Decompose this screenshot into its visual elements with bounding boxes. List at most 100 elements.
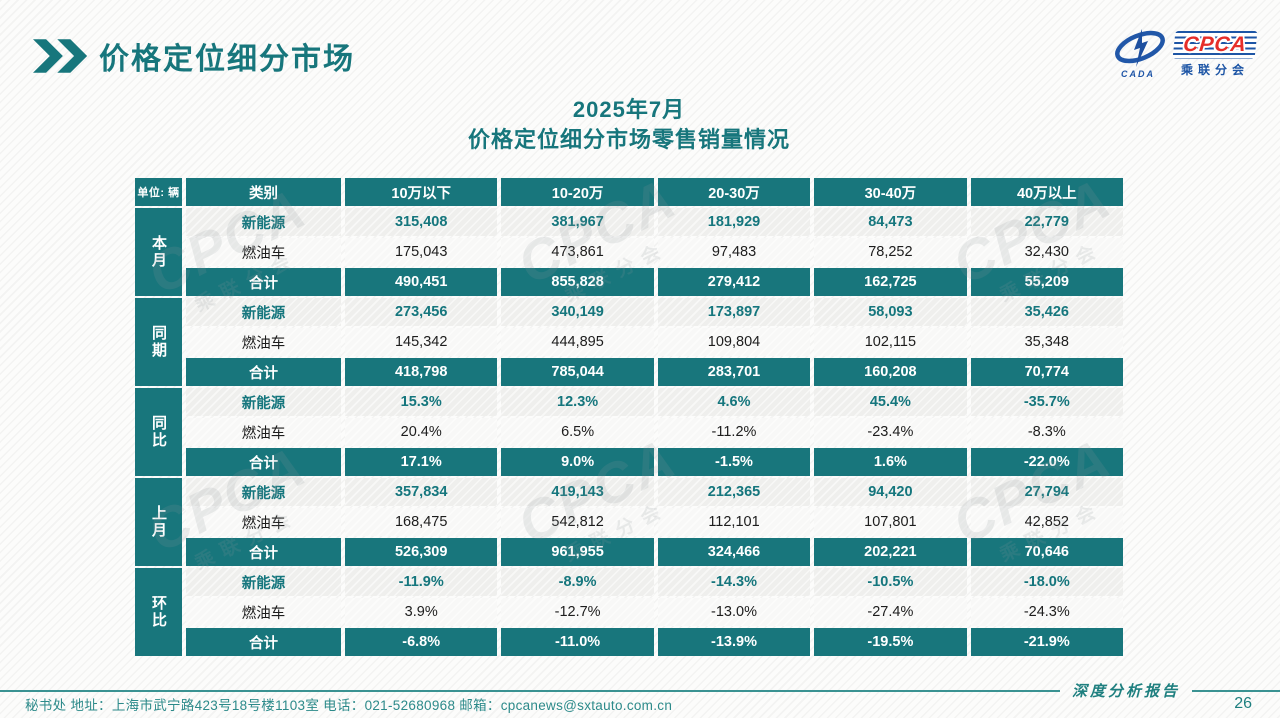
cell-g4-total-c0: -6.8% xyxy=(345,628,498,656)
cell-g3-nev-c0: 357,834 xyxy=(345,478,498,506)
cell-g4-nev-c0: -11.9% xyxy=(345,568,498,596)
table-title-line1: 2025年7月 xyxy=(572,97,686,122)
cell-g1-total-c4: 70,774 xyxy=(970,358,1123,386)
cell-g0-nev-c3: 84,473 xyxy=(814,208,967,236)
cell-g1-nev-c0: 273,456 xyxy=(345,298,498,326)
cell-g3-fuel-c0: 168,475 xyxy=(345,508,498,536)
cell-g0-nev-c4: 22,779 xyxy=(970,208,1123,236)
row-label-fuel-2: 燃油车 xyxy=(186,418,341,446)
cell-g3-fuel-c1: 542,812 xyxy=(501,508,654,536)
cell-g0-fuel-c0: 175,043 xyxy=(345,238,498,266)
cell-g4-total-c2: -13.9% xyxy=(657,628,811,656)
row-label-total-2: 合计 xyxy=(186,448,341,476)
report-type-label: 深度分析报告 xyxy=(1071,682,1180,700)
cell-g0-fuel-c2: 97,483 xyxy=(657,238,811,266)
row-label-fuel-1: 燃油车 xyxy=(186,328,341,356)
cell-g2-total-c2: -1.5% xyxy=(657,448,811,476)
cell-g4-total-c3: -19.5% xyxy=(814,628,967,656)
cell-g4-fuel-c1: -12.7% xyxy=(501,598,654,626)
row-group-label-4: 环比 xyxy=(135,568,182,656)
row-group-label-0: 本月 xyxy=(135,208,182,296)
row-label-fuel-3: 燃油车 xyxy=(186,508,341,536)
page-number: 26 xyxy=(1234,695,1252,712)
row-label-nev-4: 新能源 xyxy=(186,568,341,596)
cell-g4-total-c1: -11.0% xyxy=(501,628,654,656)
cell-g1-nev-c1: 340,149 xyxy=(501,298,654,326)
cell-g3-nev-c3: 94,420 xyxy=(814,478,967,506)
table-title: 2025年7月 价格定位细分市场零售销量情况 xyxy=(135,95,1123,154)
cell-g3-fuel-c3: 107,801 xyxy=(814,508,967,536)
cada-text: CADA xyxy=(1121,69,1155,79)
cell-g3-total-c2: 324,466 xyxy=(657,538,811,566)
row-label-nev-1: 新能源 xyxy=(186,298,341,326)
cell-g1-nev-c4: 35,426 xyxy=(970,298,1123,326)
cell-g0-nev-c2: 181,929 xyxy=(657,208,811,236)
cell-g0-fuel-c4: 32,430 xyxy=(970,238,1123,266)
cell-g2-total-c1: 9.0% xyxy=(501,448,654,476)
cell-g0-total-c4: 55,209 xyxy=(970,268,1123,296)
column-header-category: 类别 xyxy=(186,178,341,206)
cell-g1-total-c3: 160,208 xyxy=(814,358,967,386)
cell-g1-fuel-c1: 444,895 xyxy=(501,328,654,356)
cell-g2-fuel-c3: -23.4% xyxy=(814,418,967,446)
cell-g1-nev-c2: 173,897 xyxy=(657,298,811,326)
row-label-nev-0: 新能源 xyxy=(186,208,341,236)
row-label-nev-3: 新能源 xyxy=(186,478,341,506)
cell-g0-total-c1: 855,828 xyxy=(501,268,654,296)
row-label-total-3: 合计 xyxy=(186,538,341,566)
unit-label: 单位: 辆 xyxy=(135,178,182,206)
row-label-fuel-0: 燃油车 xyxy=(186,238,341,266)
cell-g4-nev-c4: -18.0% xyxy=(970,568,1123,596)
row-label-nev-2: 新能源 xyxy=(186,388,341,416)
cell-g1-fuel-c4: 35,348 xyxy=(970,328,1123,356)
row-label-fuel-4: 燃油车 xyxy=(186,598,341,626)
cell-g3-fuel-c2: 112,101 xyxy=(657,508,811,536)
cell-g0-total-c3: 162,725 xyxy=(814,268,967,296)
page-title: 价格定位细分市场 xyxy=(99,43,355,76)
double-chevron-right-icon xyxy=(33,39,88,73)
cell-g4-fuel-c4: -24.3% xyxy=(970,598,1123,626)
cell-g0-total-c2: 279,412 xyxy=(657,268,811,296)
cell-g4-nev-c3: -10.5% xyxy=(814,568,967,596)
footer-contact: 秘书处 地址：上海市武宁路423号18号楼1103室 电话：021-526809… xyxy=(25,698,673,713)
cell-g2-nev-c3: 45.4% xyxy=(814,388,967,416)
cell-g3-nev-c2: 212,365 xyxy=(657,478,811,506)
column-header-3: 30-40万 xyxy=(814,178,967,206)
footer-divider: 深度分析报告 xyxy=(0,680,1280,701)
row-group-label-2: 同比 xyxy=(135,388,182,476)
cell-g1-total-c1: 785,044 xyxy=(501,358,654,386)
cell-g1-total-c2: 283,701 xyxy=(657,358,811,386)
cell-g3-total-c4: 70,646 xyxy=(970,538,1123,566)
cell-g3-nev-c1: 419,143 xyxy=(501,478,654,506)
row-label-total-0: 合计 xyxy=(186,268,341,296)
cell-g2-nev-c0: 15.3% xyxy=(345,388,498,416)
row-group-label-1: 同期 xyxy=(135,298,182,386)
column-header-4: 40万以上 xyxy=(970,178,1123,206)
cell-g0-fuel-c3: 78,252 xyxy=(814,238,967,266)
cell-g2-total-c3: 1.6% xyxy=(814,448,967,476)
price-table: 单位: 辆类别 10万以下 10-20万 20-30万 30-40万 40万以上 本月 新能源… xyxy=(135,178,1123,656)
cell-g0-nev-c1: 381,967 xyxy=(501,208,654,236)
cell-g2-nev-c2: 4.6% xyxy=(657,388,811,416)
column-header-0: 10万以下 xyxy=(345,178,498,206)
row-label-total-1: 合计 xyxy=(186,358,341,386)
title-bar: 价格定位细分市场 xyxy=(33,34,355,78)
cell-g2-fuel-c0: 20.4% xyxy=(345,418,498,446)
cell-g4-nev-c2: -14.3% xyxy=(657,568,811,596)
cell-g1-fuel-c0: 145,342 xyxy=(345,328,498,356)
cell-g4-fuel-c2: -13.0% xyxy=(657,598,811,626)
cell-g4-fuel-c3: -27.4% xyxy=(814,598,967,626)
cell-g0-fuel-c1: 473,861 xyxy=(501,238,654,266)
cell-g2-fuel-c2: -11.2% xyxy=(657,418,811,446)
cell-g2-nev-c4: -35.7% xyxy=(970,388,1123,416)
cell-g4-total-c4: -21.9% xyxy=(970,628,1123,656)
column-header-1: 10-20万 xyxy=(501,178,654,206)
cell-g4-nev-c1: -8.9% xyxy=(501,568,654,596)
cell-g0-nev-c0: 315,408 xyxy=(345,208,498,236)
cell-g0-total-c0: 490,451 xyxy=(345,268,498,296)
cell-g1-nev-c3: 58,093 xyxy=(814,298,967,326)
cell-g1-fuel-c2: 109,804 xyxy=(657,328,811,356)
cell-g2-nev-c1: 12.3% xyxy=(501,388,654,416)
cell-g2-total-c4: -22.0% xyxy=(970,448,1123,476)
